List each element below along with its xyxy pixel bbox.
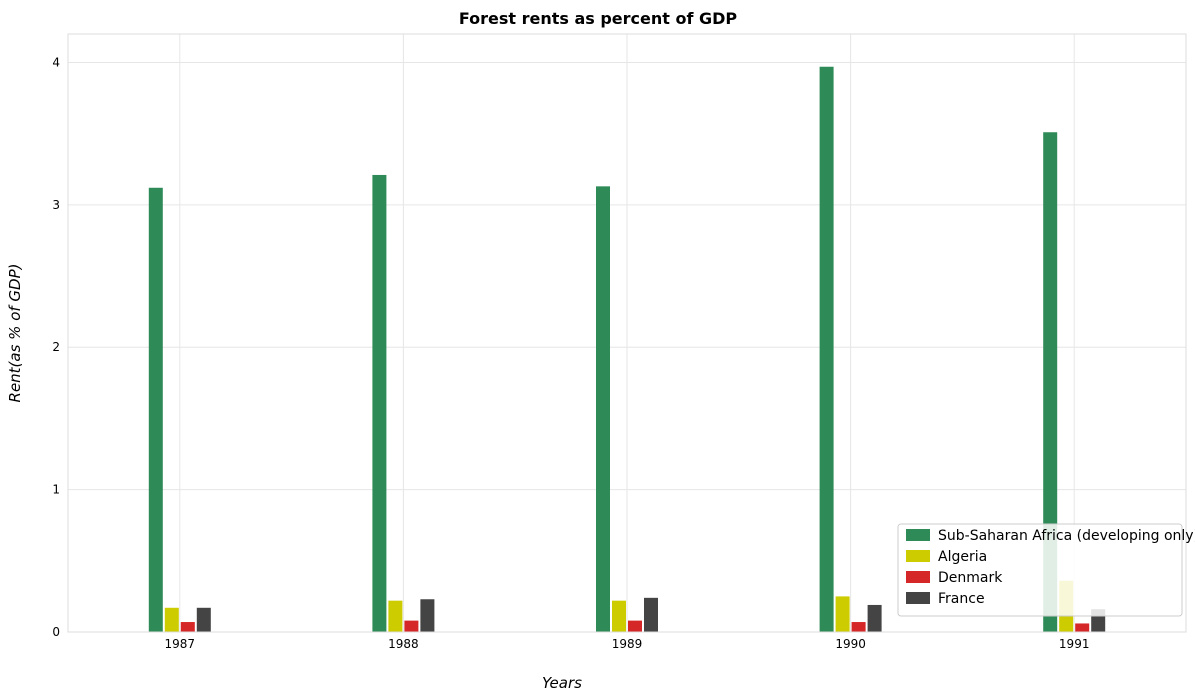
bar-algeria-1987 [164,607,179,632]
legend-swatch [906,550,930,562]
bar-algeria-1990 [835,596,850,632]
legend-label: France [938,591,985,607]
legend: Sub-Saharan Africa (developing only) Alge… [897,523,1195,617]
y-tick-label: 4 [52,55,60,69]
bar-sub-saharan-africa-developing-only--1991 [1043,132,1058,632]
axes: 0 1 2 3 4 1987 1988 1989 1990 1991 [52,33,1187,651]
legend-swatch [906,571,930,583]
x-tick-label: 1990 [835,637,866,651]
legend-label: Algeria [938,549,987,565]
bar-denmark-1988 [404,620,419,632]
x-tick-label: 1991 [1059,637,1090,651]
plot-frame [67,33,1187,633]
bar-denmark-1987 [180,622,195,632]
legend-box [897,523,1183,617]
legend-label: Sub-Saharan Africa (developing only) [938,528,1195,544]
x-tick-label: 1987 [165,637,196,651]
x-tick-label: 1989 [612,637,643,651]
legend-label: Denmark [938,570,1003,586]
bar-denmark-1991 [1075,623,1090,632]
legend-swatch [906,529,930,541]
y-tick-label: 1 [52,483,60,497]
bar-france-1989 [644,597,658,632]
bar-sub-saharan-africa-developing-only--1987 [148,187,163,632]
bar-sub-saharan-africa-developing-only--1989 [596,186,610,632]
y-tick-label: 0 [52,625,60,639]
x-axis-label: Years [542,674,582,692]
y-tick-label: 2 [52,340,60,354]
bar-france-1987 [196,607,211,632]
y-axis-label: Rent(as % of GDP) [6,264,24,403]
bar-algeria-1988 [388,600,403,632]
bar-denmark-1990 [851,622,866,632]
bar-france-1990 [867,604,882,632]
legend-swatch [906,592,930,604]
bar-sub-saharan-africa-developing-only--1990 [819,66,834,632]
bar-algeria-1989 [612,600,626,632]
bars [148,66,1106,632]
bar-denmark-1989 [628,620,642,632]
y-tick-label: 3 [52,198,60,212]
x-tick-label: 1988 [388,637,419,651]
bar-france-1988 [420,599,435,632]
chart-title: Forest rents as percent of GDP [459,9,738,28]
bar-sub-saharan-africa-developing-only--1988 [372,174,387,632]
